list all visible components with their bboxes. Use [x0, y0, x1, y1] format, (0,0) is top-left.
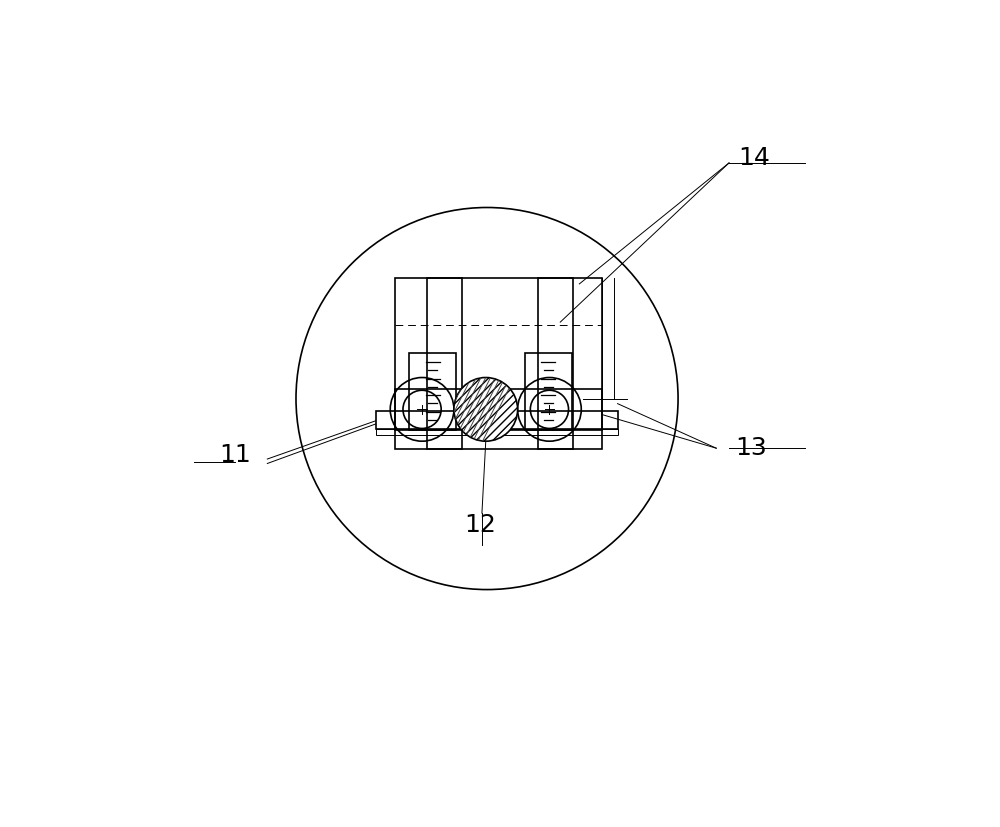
Bar	[376, 429, 618, 436]
Bar	[376, 411, 618, 429]
Bar	[538, 278, 573, 450]
Bar	[409, 352, 456, 430]
Bar	[395, 278, 602, 450]
Text: 14: 14	[739, 146, 770, 170]
Bar	[427, 278, 462, 450]
Circle shape	[454, 377, 518, 441]
Text: 12: 12	[465, 513, 497, 537]
Text: 13: 13	[735, 436, 767, 460]
Bar	[395, 389, 602, 430]
Bar	[525, 352, 572, 430]
Text: 11: 11	[220, 442, 251, 466]
